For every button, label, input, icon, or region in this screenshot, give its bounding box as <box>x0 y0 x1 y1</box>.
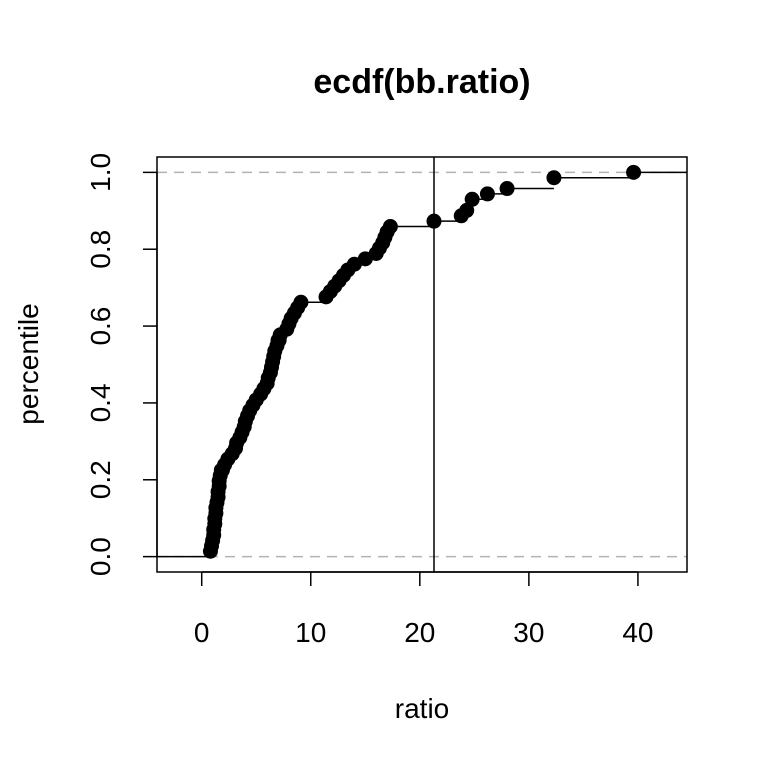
x-axis-label: ratio <box>395 693 449 724</box>
x-tick-label: 30 <box>513 617 544 648</box>
y-tick-label: 0.8 <box>85 230 116 269</box>
x-axis: 0 10 20 30 40 <box>194 571 654 648</box>
data-point <box>499 181 515 197</box>
data-point <box>382 219 398 235</box>
y-tick-label: 0.2 <box>85 460 116 499</box>
x-tick-label: 20 <box>404 617 435 648</box>
data-point <box>626 164 642 180</box>
reference-lines <box>157 157 687 572</box>
y-tick-label: 0.4 <box>85 383 116 422</box>
plot-frame <box>156 156 688 573</box>
y-tick-label: 1.0 <box>85 153 116 192</box>
y-axis-label: percentile <box>13 303 44 424</box>
data-point <box>479 186 495 202</box>
data-points <box>202 164 642 559</box>
x-tick-label: 0 <box>194 617 210 648</box>
data-point <box>459 202 475 218</box>
data-point <box>464 191 480 207</box>
data-point <box>426 213 442 229</box>
ecdf-step-path <box>157 171 687 558</box>
x-tick-label: 40 <box>622 617 653 648</box>
x-tick-label: 10 <box>295 617 326 648</box>
y-tick-label: 0.6 <box>85 307 116 346</box>
data-point <box>546 170 562 186</box>
chart-title: ecdf(bb.ratio) <box>313 63 530 101</box>
data-point <box>293 294 309 310</box>
y-axis: 0.0 0.2 0.4 0.6 0.8 1.0 <box>85 153 158 576</box>
y-tick-label: 0.0 <box>85 537 116 576</box>
step-line <box>157 171 687 558</box>
